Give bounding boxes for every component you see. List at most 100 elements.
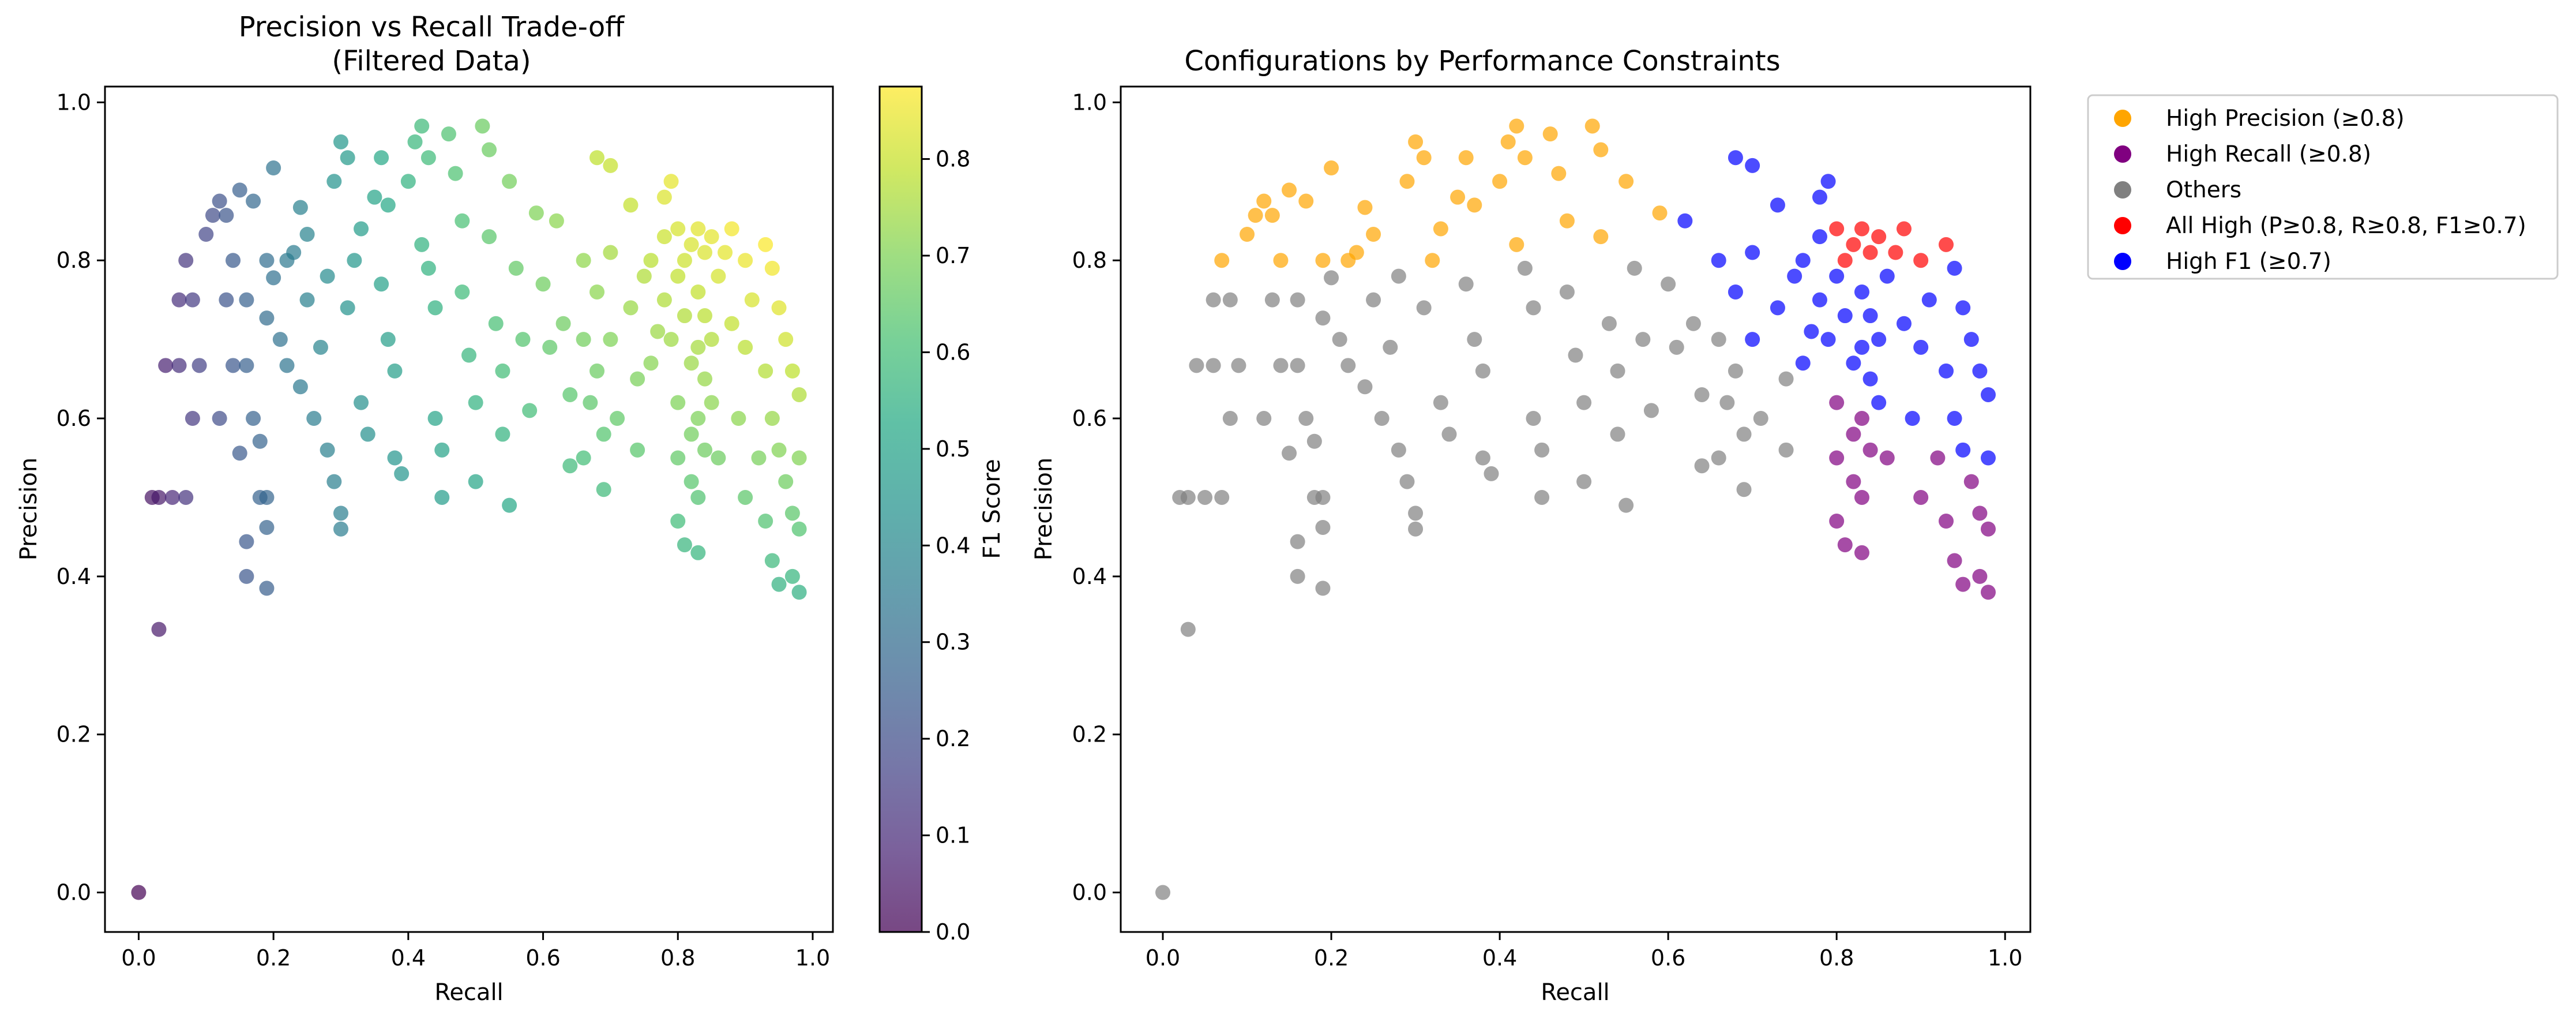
scatter-point [394, 466, 410, 481]
scatter-point [272, 332, 288, 347]
colorbar-label: F1 Score [979, 459, 1005, 559]
scatter-point-hp [1551, 166, 1567, 181]
scatter-point-hf [1947, 260, 1962, 276]
scatter-point-hf [1711, 253, 1726, 268]
scatter-point-ot [1231, 358, 1246, 373]
scatter-point [589, 363, 605, 379]
y-tick-label: 0.6 [1072, 406, 1107, 431]
scatter-point-ot [1315, 581, 1331, 596]
scatter-point [286, 245, 302, 260]
scatter-point-hf [1854, 339, 1869, 355]
colorbar-tick-label: 0.0 [936, 919, 970, 945]
scatter-point-hf [1745, 158, 1760, 173]
scatter-point-ot [1315, 489, 1331, 505]
scatter-point-hf [1820, 332, 1836, 347]
scatter-point [697, 308, 712, 324]
scatter-point [758, 514, 773, 529]
scatter-point [441, 126, 456, 142]
scatter-point [784, 506, 800, 521]
x-tick-label: 1.0 [795, 945, 830, 971]
scatter-point-hp [1652, 205, 1668, 221]
scatter-point [374, 276, 389, 292]
scatter-point-hr [1854, 411, 1869, 426]
colorbar-tick-label: 0.4 [936, 533, 970, 558]
scatter-point-hf [1787, 268, 1803, 284]
scatter-point-hp [1240, 227, 1255, 242]
y-tick-label: 0.8 [57, 248, 91, 273]
scatter-point [670, 514, 686, 529]
scatter-point-hp [1357, 200, 1373, 215]
scatter-point [778, 332, 794, 347]
scatter-point-ot [1391, 442, 1406, 458]
scatter-point-hp [1584, 118, 1600, 134]
scatter-point-ot [1711, 332, 1726, 347]
scatter-point-ot [1290, 568, 1305, 584]
scatter-point [320, 268, 335, 284]
scatter-point-ot [1610, 426, 1625, 442]
scatter-point-ah [1871, 229, 1887, 245]
scatter-point [434, 489, 450, 505]
scatter-point-ot [1694, 458, 1710, 474]
scatter-point-ot [1643, 403, 1659, 418]
scatter-point [724, 221, 739, 237]
scatter-point-ot [1197, 489, 1213, 505]
scatter-point [670, 450, 686, 466]
scatter-point [306, 411, 322, 426]
right-y-label: Precision [1031, 458, 1057, 560]
scatter-point [630, 371, 645, 387]
scatter-point [246, 193, 261, 209]
scatter-point-ot [1222, 411, 1238, 426]
scatter-point-hr [1829, 450, 1845, 466]
scatter-point-hp [1408, 134, 1424, 149]
scatter-point [784, 363, 800, 379]
legend-marker [2114, 181, 2131, 199]
left-y-ticks: 0.0 0.2 0.4 0.6 0.8 1.0 [57, 89, 105, 905]
scatter-point [326, 474, 342, 489]
scatter-point [684, 426, 699, 442]
scatter-point [151, 622, 167, 637]
scatter-point [677, 537, 692, 553]
scatter-point [643, 355, 659, 371]
y-tick-label: 0.0 [1072, 880, 1107, 905]
scatter-point [704, 395, 719, 410]
scatter-point [400, 174, 416, 189]
scatter-point [387, 450, 403, 466]
scatter-point-hf [1879, 268, 1895, 284]
y-tick-label: 0.0 [57, 880, 91, 905]
scatter-point-hf [1921, 292, 1937, 308]
x-tick-label: 0.2 [256, 945, 291, 971]
scatter-point-ot [1264, 292, 1280, 308]
scatter-point [610, 411, 625, 426]
scatter-point-ot [1753, 411, 1768, 426]
scatter-point [684, 474, 699, 489]
scatter-point [636, 268, 652, 284]
scatter-point [414, 118, 430, 134]
scatter-point-ot [1475, 363, 1490, 379]
scatter-point-hf [1804, 324, 1819, 339]
scatter-point-hr [1829, 514, 1845, 529]
scatter-point-ot [1576, 474, 1592, 489]
scatter-point [711, 268, 726, 284]
scatter-point-ot [1416, 300, 1432, 316]
right-y-ticks: 0.0 0.2 0.4 0.6 0.8 1.0 [1072, 89, 1121, 905]
scatter-point-ot [1526, 411, 1541, 426]
scatter-point-hr [1938, 514, 1954, 529]
scatter-point-hf [1837, 308, 1853, 324]
scatter-point-hf [1854, 284, 1869, 300]
scatter-point-hf [1972, 363, 1988, 379]
scatter-point-hf [1770, 300, 1785, 316]
scatter-point-hp [1509, 118, 1524, 134]
scatter-point-hr [1955, 576, 1971, 592]
scatter-point [252, 433, 268, 449]
scatter-point [299, 227, 315, 242]
scatter-point-hp [1458, 150, 1474, 166]
scatter-point [764, 553, 780, 568]
scatter-point [771, 442, 787, 458]
scatter-point-ot [1778, 442, 1794, 458]
scatter-point [791, 521, 807, 537]
scatter-point-ah [1896, 221, 1912, 237]
right-panel: Configurations by Performance Constraint… [1031, 45, 2559, 1006]
scatter-point-ot [1399, 474, 1415, 489]
left-axes-frame [104, 85, 834, 933]
